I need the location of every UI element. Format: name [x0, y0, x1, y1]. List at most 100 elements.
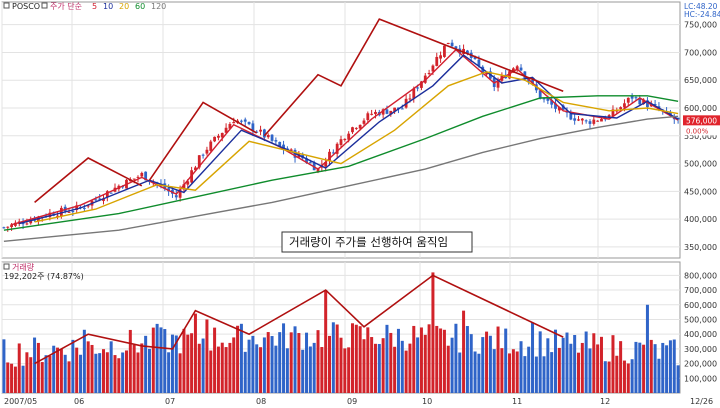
candle-body — [473, 56, 477, 59]
volume-bar — [523, 356, 527, 393]
volume-bar — [416, 337, 420, 393]
price-tick-label: 750,000 — [684, 21, 717, 30]
volume-bar — [17, 343, 21, 393]
volume-tick-label: 700,000 — [684, 286, 717, 295]
price-trendline — [34, 157, 143, 204]
volume-bar — [205, 319, 209, 393]
x-tick-label: 07 — [165, 397, 175, 406]
volume-bar — [98, 353, 102, 393]
candle-body — [56, 215, 59, 217]
candle-body — [519, 67, 523, 71]
volume-bar — [473, 351, 477, 393]
volume-bar — [262, 337, 266, 393]
volume-bar — [592, 333, 596, 393]
moving-average-line — [3, 115, 679, 242]
legend-period: 10 — [103, 2, 113, 11]
volume-bar — [565, 332, 569, 393]
candle-body — [531, 80, 534, 84]
candle-body — [515, 66, 519, 70]
candle-body — [102, 198, 105, 201]
volume-bar — [289, 332, 293, 393]
candle-body — [205, 149, 209, 154]
candle-body — [59, 207, 63, 217]
volume-bar — [105, 352, 109, 393]
volume-bar — [596, 344, 600, 393]
candle-body — [247, 121, 251, 125]
volume-bar — [243, 351, 247, 393]
hc-readout: HC:-24.84 — [684, 10, 720, 19]
volume-trendline — [34, 274, 564, 365]
candle-body — [224, 127, 228, 133]
candle-body — [278, 141, 282, 147]
volume-bar — [21, 365, 25, 393]
candle-body — [347, 133, 351, 140]
candle-body — [653, 104, 657, 106]
volume-bar — [44, 355, 48, 393]
volume-bar — [580, 342, 584, 393]
candle-body — [454, 46, 458, 49]
candle-body — [132, 178, 136, 180]
volume-bar — [36, 342, 40, 393]
candle-body — [343, 138, 347, 141]
candle-body — [416, 87, 420, 89]
volume-bar — [140, 343, 144, 393]
volume-bar — [508, 353, 512, 393]
volume-bar — [128, 329, 132, 393]
volume-bar — [358, 326, 362, 393]
volume-bar — [236, 325, 240, 393]
volume-bar — [408, 343, 412, 393]
volume-tick-label: 100,000 — [684, 374, 717, 383]
price-trendline — [263, 18, 564, 137]
candle-body — [630, 96, 634, 99]
volume-bar — [630, 359, 634, 393]
volume-bar — [427, 324, 431, 393]
volume-bar — [527, 346, 531, 393]
legend-ticker: POSCO — [12, 2, 40, 11]
volume-bar — [178, 353, 182, 393]
volume-bar — [396, 328, 400, 393]
volume-bar — [538, 331, 542, 393]
candle-body — [431, 65, 435, 72]
moving-average-line — [3, 95, 679, 231]
volume-bar — [347, 347, 351, 393]
volume-bar — [519, 341, 523, 393]
price-tick-label: 400,000 — [684, 215, 717, 224]
candle-body — [508, 71, 511, 79]
volume-bar — [676, 365, 680, 393]
volume-bar — [576, 352, 580, 393]
volume-bar — [13, 366, 17, 393]
volume-bar — [439, 328, 443, 393]
volume-bar — [220, 342, 224, 393]
volume-bar — [389, 332, 393, 393]
price-tick-label: 600,000 — [684, 104, 717, 113]
volume-bar — [462, 310, 466, 393]
volume-bar — [305, 332, 309, 393]
volume-bar — [657, 358, 661, 393]
volume-bar — [274, 345, 278, 393]
price-trendline — [148, 101, 258, 181]
candle-body — [335, 143, 339, 154]
volume-bar — [232, 337, 236, 393]
price-tick-label: 700,000 — [684, 48, 717, 57]
candle-body — [86, 205, 90, 207]
volume-bar — [622, 360, 626, 393]
volume-bar — [561, 337, 565, 393]
volume-bar — [86, 341, 90, 393]
volume-bar — [228, 342, 232, 393]
volume-bar — [661, 342, 665, 393]
volume-bar — [193, 313, 197, 393]
volume-tick-label: 800,000 — [684, 271, 717, 280]
price-badge-text: 576,000 — [686, 116, 717, 125]
candle-body — [82, 207, 86, 209]
candle-body — [213, 136, 216, 142]
candle-body — [626, 97, 630, 103]
volume-bar — [320, 347, 324, 393]
volume-bar — [485, 331, 489, 393]
volume-bar — [668, 340, 672, 393]
legend-box — [3, 2, 10, 9]
volume-bar — [626, 363, 630, 393]
volume-bar — [170, 334, 174, 393]
candle-body — [10, 224, 13, 228]
candle-body — [496, 81, 500, 88]
volume-bar — [588, 348, 592, 393]
